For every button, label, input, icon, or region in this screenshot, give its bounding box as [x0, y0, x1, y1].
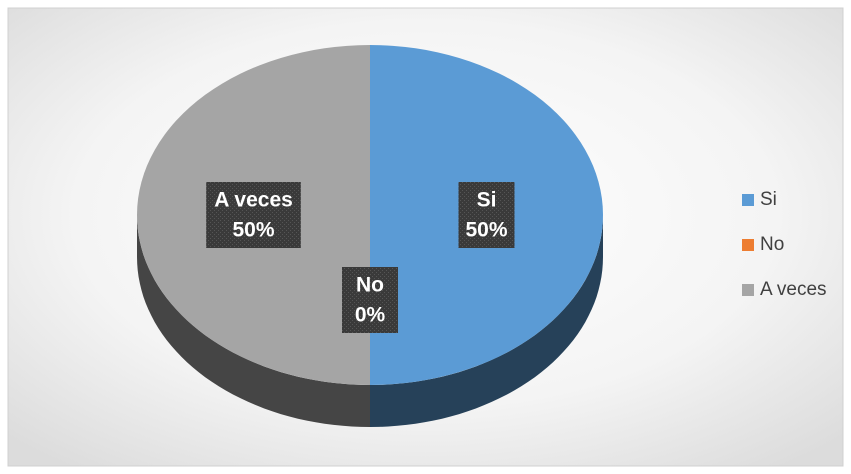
label-value: 0%	[355, 304, 386, 327]
label-value: 50%	[465, 219, 507, 242]
label-box	[206, 182, 301, 248]
data-label: Si 50%	[458, 182, 515, 248]
data-label: A veces 50%	[206, 182, 301, 248]
slice-side	[370, 215, 603, 427]
label-box	[342, 267, 398, 333]
legend-label: Si	[760, 189, 777, 210]
label-category: Si	[477, 189, 497, 212]
label-category: No	[356, 274, 384, 297]
legend-label: A veces	[760, 279, 827, 300]
slice-side	[137, 215, 370, 427]
label-category: A veces	[214, 189, 293, 212]
label-box	[458, 182, 515, 248]
data-label: No 0%	[342, 267, 398, 333]
legend-swatch	[742, 239, 754, 251]
legend-label: No	[760, 234, 784, 255]
legend-swatch	[742, 284, 754, 296]
legend-swatch	[742, 194, 754, 206]
label-value: 50%	[232, 219, 274, 242]
